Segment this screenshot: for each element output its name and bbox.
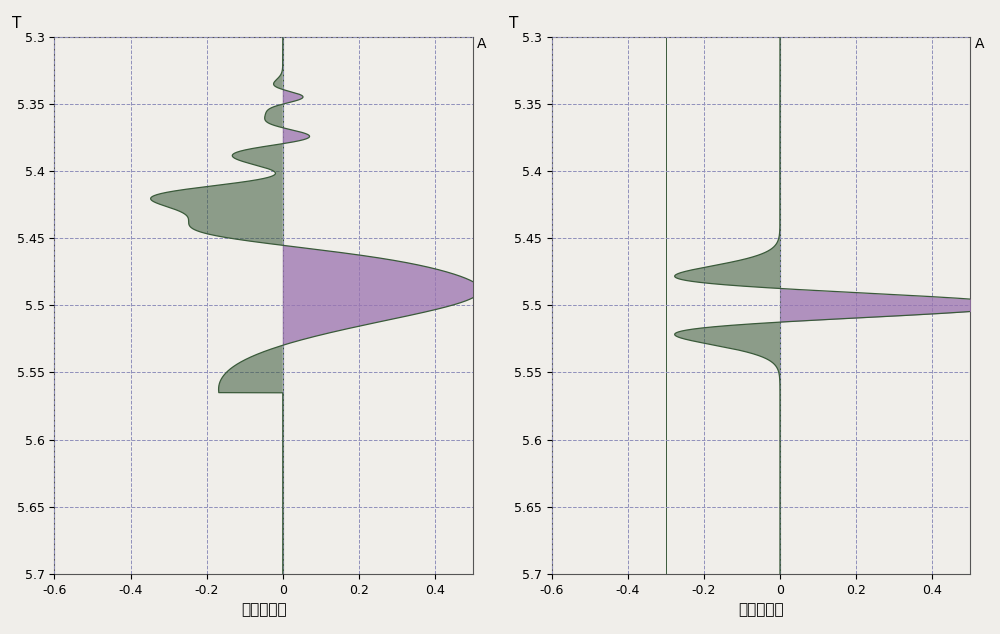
X-axis label: 校正后波形: 校正后波形 [738,602,784,618]
Text: T: T [12,16,21,31]
X-axis label: 校正前波形: 校正前波形 [241,602,287,618]
Text: A: A [974,37,984,51]
Text: T: T [509,16,518,31]
Text: A: A [477,37,487,51]
